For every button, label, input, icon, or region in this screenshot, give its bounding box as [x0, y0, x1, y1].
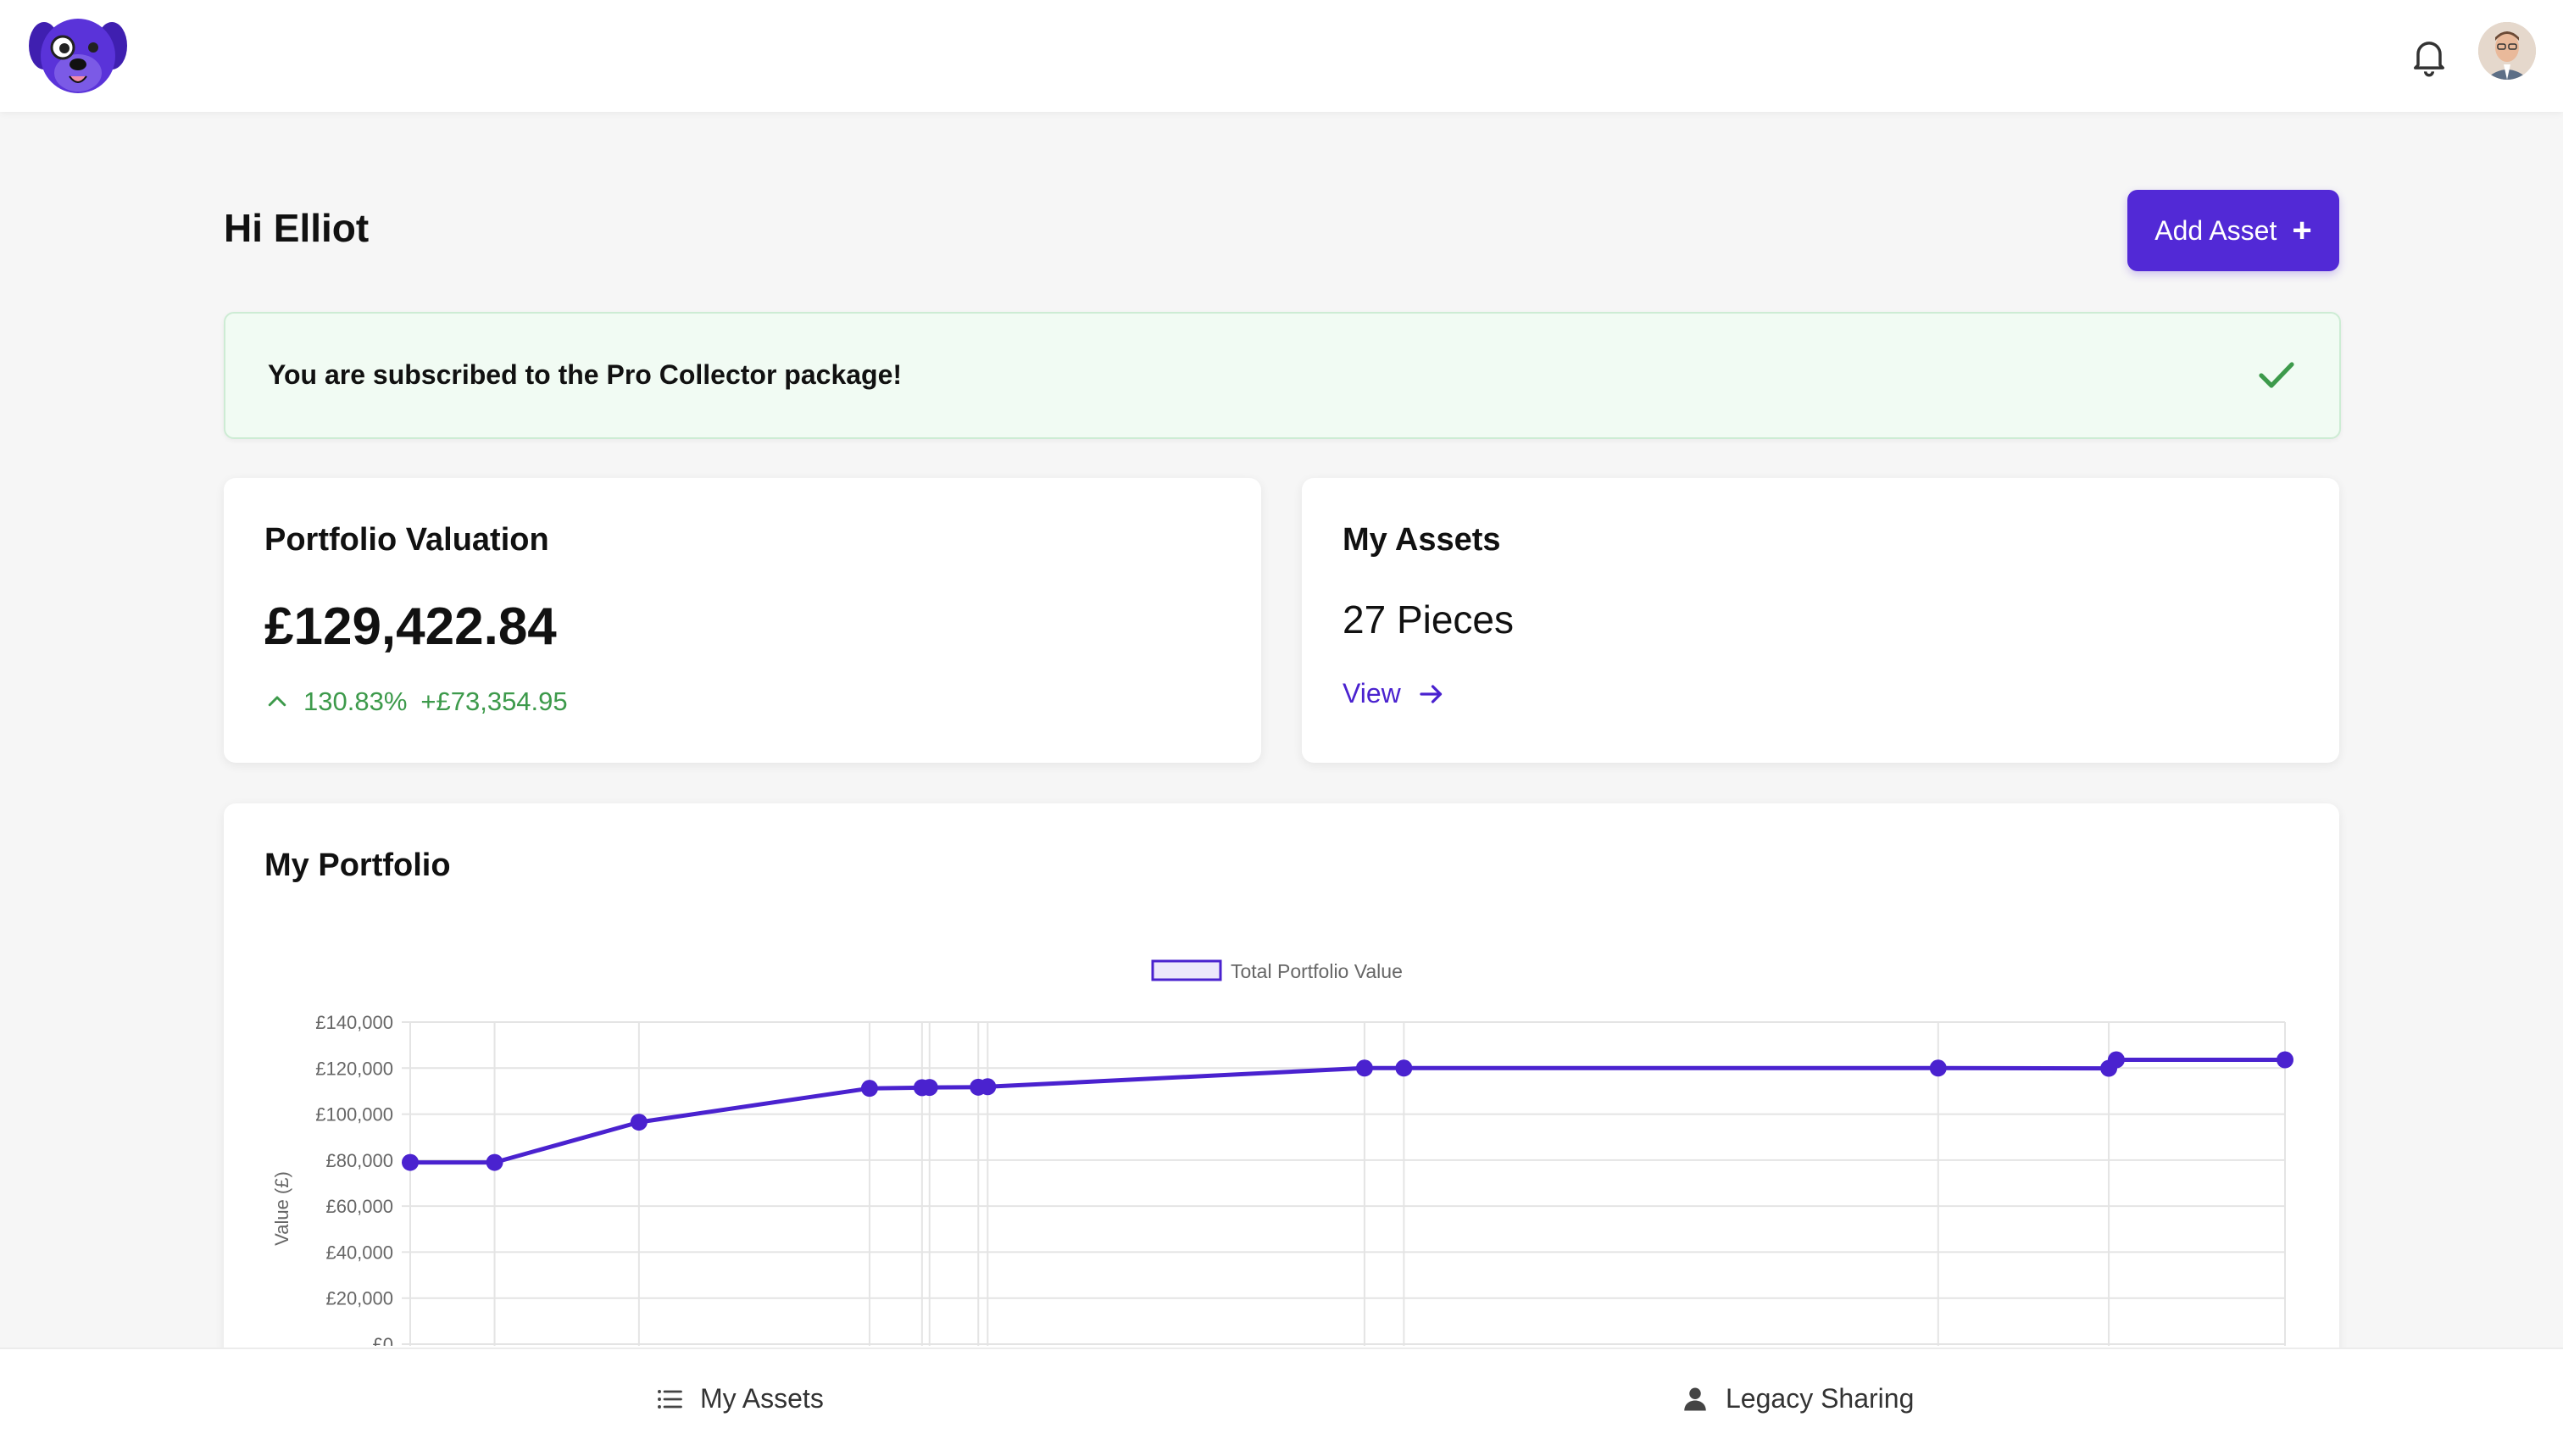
view-assets-link[interactable]: View: [1343, 678, 1447, 709]
my-portfolio-card: My Portfolio £140,000 £120,000 £100,000 £80…: [224, 803, 2339, 1448]
subscription-message: You are subscribed to the Pro Collector …: [268, 359, 903, 390]
y-tick-label: £100,000: [315, 1104, 393, 1125]
data-point: [1929, 1059, 1947, 1077]
y-tick-label: £20,000: [325, 1288, 393, 1309]
y-tick-label: £140,000: [315, 1012, 393, 1033]
subscription-banner: You are subscribed to the Pro Collector …: [224, 312, 2341, 439]
data-point: [920, 1079, 938, 1097]
data-point: [979, 1078, 997, 1096]
data-point: [630, 1114, 648, 1131]
data-point: [486, 1153, 503, 1171]
data-point: [1395, 1059, 1413, 1077]
valuation-title: Portfolio Valuation: [264, 522, 549, 558]
top-bar: [0, 0, 2563, 112]
page-title: Hi Elliot: [224, 206, 370, 250]
y-tick-label: £40,000: [325, 1242, 393, 1263]
nav-legacy-sharing-label: Legacy Sharing: [1726, 1383, 1915, 1414]
legend-label: Total Portfolio Value: [1231, 960, 1403, 982]
portfolio-title: My Portfolio: [264, 847, 451, 883]
series-line: [410, 1058, 2285, 1165]
y-tick-label: £0: [373, 1334, 393, 1346]
data-point: [402, 1153, 419, 1171]
bell-icon[interactable]: [2407, 34, 2451, 78]
data-point: [2277, 1051, 2293, 1069]
data-point: [860, 1080, 878, 1098]
assets-title: My Assets: [1343, 522, 1501, 558]
y-tick-label: £80,000: [325, 1150, 393, 1171]
view-label: View: [1343, 678, 1401, 709]
bottom-nav: My Assets Legacy Sharing: [0, 1348, 2563, 1456]
arrow-right-icon: [1420, 684, 1442, 703]
valuation-amount: £129,422.84: [264, 597, 557, 656]
chevron-up-icon: [268, 696, 286, 707]
legend-swatch: [1151, 959, 1222, 981]
nav-my-assets[interactable]: My Assets: [654, 1383, 824, 1414]
valuation-change: 130.83% +£73,354.95: [264, 686, 568, 717]
dog-mascot-icon[interactable]: [25, 12, 131, 100]
my-assets-card: My Assets 27 Pieces View: [1302, 478, 2339, 763]
data-point: [1355, 1059, 1373, 1077]
change-percent: 130.83%: [303, 686, 408, 716]
user-avatar[interactable]: [2478, 22, 2536, 80]
change-amount: +£73,354.95: [420, 686, 568, 716]
add-asset-label: Add Asset: [2154, 214, 2277, 246]
add-asset-button[interactable]: Add Asset +: [2127, 190, 2339, 271]
person-icon: [1684, 1387, 1706, 1410]
nav-my-assets-label: My Assets: [700, 1383, 824, 1414]
plus-icon: +: [2292, 212, 2312, 249]
portfolio-valuation-card: Portfolio Valuation £129,422.84 130.83% …: [224, 478, 1261, 763]
portfolio-chart: £140,000 £120,000 £100,000 £80,000 £60,000 £4…: [271, 959, 2293, 1346]
assets-count: 27 Pieces: [1343, 597, 1515, 642]
nav-legacy-sharing[interactable]: Legacy Sharing: [1680, 1383, 1914, 1414]
y-tick-label: £120,000: [315, 1058, 393, 1079]
y-tick-label: £60,000: [325, 1196, 393, 1217]
y-axis-label: Value (£): [271, 1171, 292, 1246]
check-icon: [2259, 362, 2294, 388]
data-point: [2107, 1051, 2125, 1069]
list-icon: [658, 1389, 682, 1409]
